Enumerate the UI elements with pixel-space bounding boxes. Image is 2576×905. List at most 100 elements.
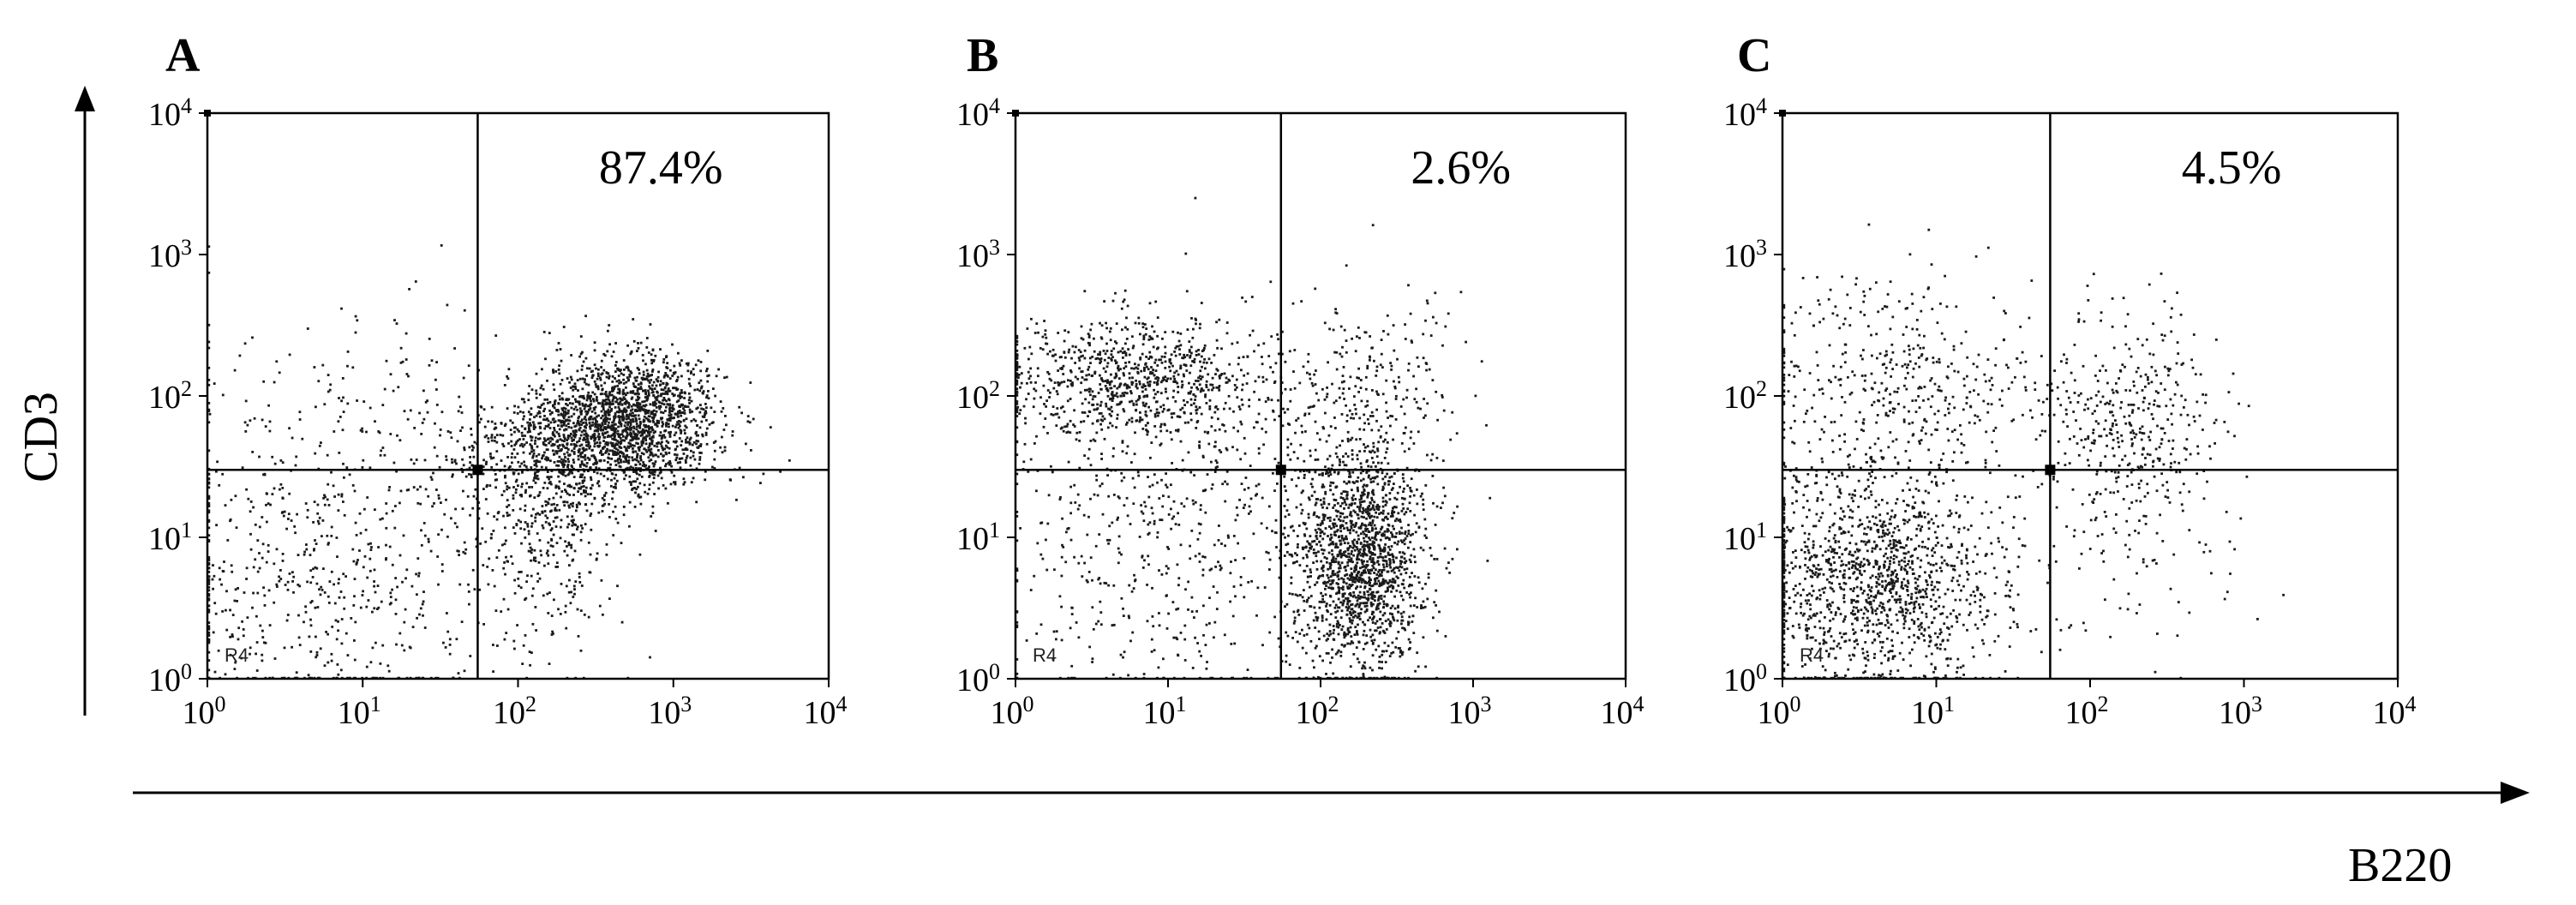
data-point (640, 376, 644, 380)
data-point (639, 502, 643, 506)
data-point (1350, 594, 1352, 597)
data-point (1356, 555, 1359, 559)
data-point (207, 323, 211, 327)
data-point (647, 467, 650, 470)
data-point (663, 436, 667, 439)
data-point (694, 432, 698, 435)
data-point (637, 494, 640, 498)
data-point (1393, 527, 1395, 530)
data-point (1315, 568, 1319, 571)
data-point (402, 534, 405, 537)
data-point (587, 470, 590, 472)
data-point (629, 445, 632, 448)
data-point (506, 514, 509, 518)
data-point (594, 436, 597, 440)
data-point (659, 466, 662, 470)
data-point (603, 446, 606, 448)
data-point (405, 568, 409, 572)
data-point (638, 449, 641, 452)
data-point (527, 424, 530, 427)
data-point (473, 588, 476, 590)
data-point (614, 464, 618, 466)
data-point (680, 457, 684, 460)
data-point (1426, 597, 1429, 601)
data-point (577, 420, 579, 423)
data-point (1355, 596, 1357, 599)
data-point (1357, 579, 1360, 582)
data-point (1370, 536, 1374, 539)
data-point (1359, 612, 1363, 614)
data-point (256, 539, 260, 542)
data-point (665, 355, 668, 357)
data-point (261, 636, 265, 638)
data-point (673, 417, 675, 419)
data-point (705, 368, 709, 370)
data-point (1390, 590, 1393, 593)
data-point (528, 542, 531, 546)
data-point (647, 410, 650, 412)
data-point (583, 488, 585, 492)
gate-region-label: R4 (225, 644, 249, 666)
data-point (1357, 570, 1361, 573)
data-point (530, 559, 532, 562)
gate-center-handle (472, 464, 483, 476)
data-point (1358, 438, 1362, 441)
data-point (650, 515, 653, 518)
data-point (620, 372, 623, 375)
data-point (642, 441, 644, 445)
data-point (553, 406, 556, 410)
data-point (1327, 576, 1330, 579)
data-point (1325, 581, 1327, 584)
data-point (522, 644, 525, 647)
data-point (1427, 576, 1430, 579)
data-point (472, 455, 476, 458)
data-point (692, 454, 695, 458)
data-point (1359, 554, 1363, 557)
data-point (647, 389, 650, 393)
data-point (474, 488, 477, 491)
data-point (422, 389, 425, 393)
data-point (532, 479, 536, 482)
data-point (1392, 560, 1395, 564)
data-point (1419, 494, 1423, 498)
data-point (648, 465, 650, 468)
data-point (617, 461, 620, 464)
data-point (326, 453, 329, 457)
data-point (489, 455, 492, 458)
data-point (684, 432, 686, 435)
data-point (590, 399, 592, 403)
data-point (1393, 519, 1397, 523)
data-point (253, 417, 256, 420)
data-point (437, 497, 440, 500)
data-point (566, 515, 569, 518)
data-point (1339, 539, 1342, 542)
data-point (690, 372, 692, 375)
data-point (616, 391, 620, 394)
data-point (1320, 560, 1323, 563)
data-point (1366, 582, 1369, 584)
data-point (1370, 568, 1374, 572)
data-point (674, 371, 677, 374)
data-point (652, 417, 655, 420)
data-point (650, 442, 654, 446)
data-point (1339, 650, 1343, 654)
data-point (484, 498, 488, 500)
data-point (383, 453, 386, 457)
data-point (573, 592, 576, 596)
data-point (696, 424, 699, 427)
data-point (530, 551, 533, 554)
data-point (668, 408, 671, 411)
data-point (577, 449, 580, 452)
data-point (1385, 500, 1388, 504)
data-point (698, 451, 701, 454)
data-point (571, 559, 574, 562)
data-point (749, 381, 752, 384)
data-point (538, 577, 542, 580)
data-point (1369, 516, 1371, 519)
data-point (410, 584, 414, 588)
data-point (1325, 602, 1328, 605)
data-point (589, 514, 592, 518)
data-point (217, 649, 220, 652)
data-point (724, 415, 727, 417)
data-point (1381, 556, 1385, 559)
